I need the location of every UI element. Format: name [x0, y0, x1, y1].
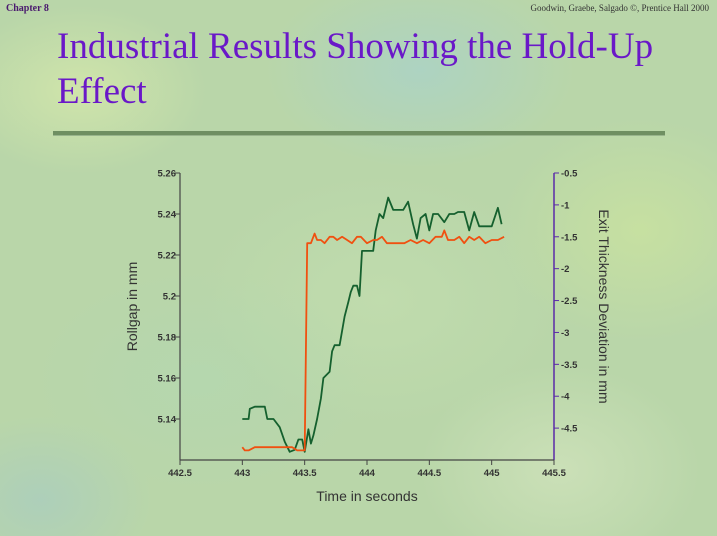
x-tick-label: 443: [234, 468, 250, 479]
left-tick-label: 5.2: [163, 292, 176, 303]
right-tick-label: -1: [561, 200, 570, 211]
x-tick-label: 442.5: [168, 468, 192, 479]
left-y-axis: 5.14 5.16 5.18 5.2 5.22 5.24 5.26: [158, 169, 181, 460]
left-tick-label: 5.18: [158, 333, 177, 344]
x-tick-label: 445: [484, 468, 501, 479]
right-tick-label: -2: [561, 264, 569, 275]
right-tick-label: -3: [561, 328, 569, 339]
x-tick-label: 443.5: [293, 468, 317, 479]
slide-title: Industrial Results Showing the Hold-Up E…: [57, 26, 654, 112]
copyright-credit: Goodwin, Graebe, Salgado ©, Prentice Hal…: [530, 3, 709, 13]
exit-thickness-series-line: [241, 229, 505, 452]
x-tick-label: 445.5: [542, 468, 566, 479]
x-tick-label: 444.5: [417, 468, 441, 479]
y2-axis-title: Exit Thickness Deviation in mm: [596, 209, 612, 403]
left-tick-label: 5.24: [158, 210, 177, 221]
left-tick-label: 5.16: [158, 374, 177, 385]
right-tick-label: -4: [561, 392, 570, 403]
chapter-label: Chapter 8: [6, 3, 49, 14]
right-y-axis: -4.5 -4 -3.5 -3 -2.5 -2 -1.5 -1 -0.5: [553, 169, 578, 460]
right-tick-label: -4.5: [561, 424, 578, 435]
x-axis: 442.5 443 443.5 444 444.5 445 445.5: [168, 459, 567, 479]
right-tick-label: -0.5: [561, 169, 578, 180]
left-tick-label: 5.26: [158, 169, 177, 180]
right-tick-label: -3.5: [561, 360, 578, 371]
rollgap-series-line: [242, 196, 503, 453]
left-tick-label: 5.14: [158, 415, 177, 426]
series-layer: [241, 196, 505, 453]
right-tick-label: -2.5: [561, 296, 578, 307]
x-axis-title: Time in seconds: [316, 488, 417, 504]
left-tick-label: 5.22: [158, 251, 177, 262]
right-tick-label: -1.5: [561, 232, 578, 243]
y-axis-title: Rollgap in mm: [124, 262, 140, 351]
x-tick-label: 444: [359, 468, 376, 479]
title-divider: [53, 131, 665, 136]
